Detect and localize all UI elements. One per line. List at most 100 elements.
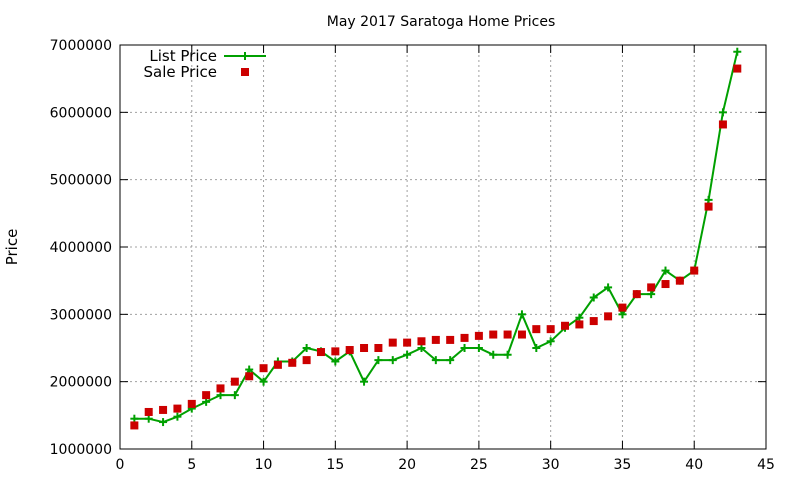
sale-price-point	[632, 290, 641, 299]
x-tick-label: 20	[398, 457, 416, 473]
x-tick-label: 0	[116, 457, 125, 473]
list-price-point	[517, 310, 526, 319]
list-price-point	[159, 418, 168, 427]
list-price-point	[331, 357, 340, 366]
sale-price-point	[517, 330, 526, 339]
sale-price-point	[316, 348, 325, 357]
list-price-point	[388, 356, 397, 365]
sale-price-point	[388, 338, 397, 347]
list-price-point	[144, 414, 153, 423]
sale-price-point	[460, 333, 469, 342]
sale-price-point	[431, 335, 440, 344]
sale-price-point	[187, 399, 196, 408]
sale-price-point	[704, 202, 713, 211]
sale-price-point	[618, 303, 627, 312]
sale-price-point	[345, 346, 354, 355]
x-tick-label: 15	[326, 457, 344, 473]
list-price-point	[604, 283, 613, 292]
list-price-point	[403, 350, 412, 359]
list-price-point	[733, 47, 742, 56]
x-tick-label: 5	[187, 457, 196, 473]
list-price-point	[245, 365, 254, 374]
sale-price-point	[259, 364, 268, 373]
sale-price-point	[360, 344, 369, 352]
sale-price-point	[331, 347, 340, 356]
sale-price-point	[647, 283, 656, 292]
list-price-point	[173, 412, 182, 421]
list-price-point	[618, 310, 627, 319]
sale-price-point	[718, 120, 727, 129]
list-price-point	[589, 293, 598, 302]
sale-price-point	[546, 325, 555, 334]
sale-price-point	[532, 325, 541, 334]
list-price-point	[360, 377, 369, 386]
sale-price-point	[245, 372, 254, 381]
sale-price-point	[589, 317, 598, 326]
series-sale-price	[130, 64, 742, 430]
sale-price-point	[561, 321, 570, 330]
sale-price-point	[173, 404, 182, 413]
y-tick-label: 1000000	[50, 442, 112, 458]
list-price-point	[474, 344, 483, 352]
list-price-point	[130, 414, 139, 423]
sale-price-point	[202, 391, 211, 400]
sale-price-point	[130, 421, 139, 430]
sale-price-point	[302, 356, 311, 365]
list-price-point	[546, 337, 555, 346]
sale-price-point	[675, 276, 684, 285]
legend-entry-list-price: List Price	[149, 47, 266, 65]
list-price-point	[202, 397, 211, 406]
sale-price-point	[159, 405, 168, 414]
y-tick-label: 4000000	[50, 240, 112, 256]
sale-price-point	[733, 64, 742, 73]
list-price-point	[503, 350, 512, 359]
x-tick-label: 10	[255, 457, 273, 473]
legend-entry-sale-price: Sale Price	[144, 63, 249, 81]
sale-price-point	[273, 360, 282, 369]
list-price-point	[230, 391, 239, 400]
sale-price-point	[474, 331, 483, 340]
y-tick-label: 2000000	[50, 375, 112, 391]
sale-price-point	[575, 320, 584, 329]
series	[130, 47, 742, 430]
x-tick-label: 35	[614, 457, 632, 473]
y-tick-label: 5000000	[50, 173, 112, 189]
list-price-point	[374, 356, 383, 365]
sale-price-point	[288, 358, 297, 367]
list-price-point	[302, 344, 311, 352]
sale-price-point	[230, 377, 239, 386]
legend-label: Sale Price	[144, 63, 217, 81]
sale-price-point	[446, 335, 455, 344]
sale-price-point	[374, 344, 383, 352]
list-price-point	[489, 350, 498, 359]
x-tick-label: 45	[757, 457, 775, 473]
x-tick-label: 30	[542, 457, 560, 473]
sale-price-point	[216, 384, 225, 393]
list-price-point	[575, 313, 584, 322]
list-price-point	[417, 344, 426, 352]
list-price-point	[704, 195, 713, 204]
legend-marker	[241, 68, 249, 76]
list-price-point	[532, 344, 541, 352]
x-tick-label: 25	[470, 457, 488, 473]
list-price-point	[431, 356, 440, 365]
sale-price-point	[604, 312, 613, 321]
y-tick-label: 6000000	[50, 105, 112, 121]
sale-price-point	[661, 280, 670, 289]
sale-price-point	[489, 330, 498, 339]
legend-label: List Price	[149, 47, 217, 65]
sale-price-point	[690, 266, 699, 275]
list-price-point	[259, 377, 268, 386]
y-axis-label: Price	[3, 229, 21, 266]
list-price-point	[446, 356, 455, 365]
sale-price-point	[503, 330, 512, 339]
list-price-point	[460, 344, 469, 352]
sale-price-point	[403, 338, 412, 347]
sale-price-point	[144, 407, 153, 416]
sale-price-point	[417, 337, 426, 346]
x-tick-label: 40	[685, 457, 703, 473]
list-price-point	[216, 391, 225, 400]
